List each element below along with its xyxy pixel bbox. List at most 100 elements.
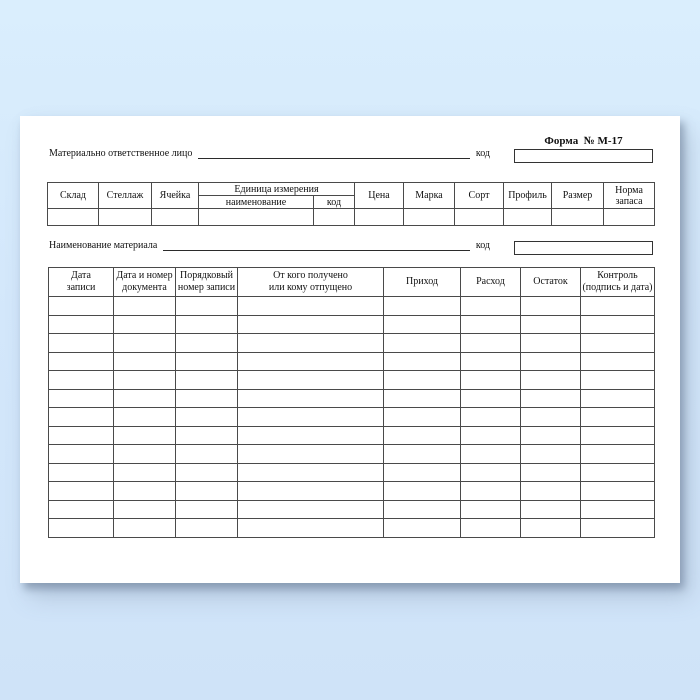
empty-cell[interactable]	[460, 333, 521, 353]
empty-cell[interactable]	[175, 481, 238, 501]
empty-cell[interactable]	[460, 425, 521, 445]
empty-cell[interactable]	[175, 444, 238, 464]
empty-cell[interactable]	[237, 518, 384, 538]
empty-cell[interactable]	[237, 462, 384, 482]
empty-cell[interactable]	[580, 462, 655, 482]
empty-cell[interactable]	[113, 296, 176, 316]
empty-cell[interactable]	[520, 314, 581, 334]
empty-cell[interactable]	[503, 208, 552, 226]
empty-cell[interactable]	[460, 462, 521, 482]
empty-cell[interactable]	[237, 481, 384, 501]
empty-cell[interactable]	[48, 425, 114, 445]
empty-cell[interactable]	[237, 499, 384, 519]
empty-cell[interactable]	[113, 518, 176, 538]
empty-cell[interactable]	[383, 296, 461, 316]
empty-cell[interactable]	[47, 208, 99, 226]
empty-cell[interactable]	[580, 370, 655, 390]
empty-cell[interactable]	[113, 388, 176, 408]
empty-cell[interactable]	[580, 333, 655, 353]
empty-cell[interactable]	[520, 351, 581, 371]
empty-cell[interactable]	[237, 296, 384, 316]
empty-cell[interactable]	[113, 499, 176, 519]
empty-cell[interactable]	[460, 499, 521, 519]
empty-cell[interactable]	[175, 296, 238, 316]
empty-cell[interactable]	[237, 314, 384, 334]
empty-cell[interactable]	[175, 370, 238, 390]
empty-cell[interactable]	[580, 444, 655, 464]
empty-cell[interactable]	[383, 351, 461, 371]
empty-cell[interactable]	[313, 208, 355, 226]
empty-cell[interactable]	[48, 462, 114, 482]
empty-cell[interactable]	[383, 407, 461, 427]
empty-cell[interactable]	[48, 407, 114, 427]
empty-cell[interactable]	[113, 407, 176, 427]
empty-cell[interactable]	[175, 518, 238, 538]
empty-cell[interactable]	[383, 314, 461, 334]
empty-cell[interactable]	[580, 407, 655, 427]
empty-cell[interactable]	[520, 499, 581, 519]
empty-cell[interactable]	[520, 333, 581, 353]
empty-cell[interactable]	[383, 499, 461, 519]
empty-cell[interactable]	[460, 481, 521, 501]
empty-cell[interactable]	[580, 388, 655, 408]
empty-cell[interactable]	[48, 370, 114, 390]
empty-cell[interactable]	[48, 499, 114, 519]
empty-cell[interactable]	[175, 462, 238, 482]
empty-cell[interactable]	[383, 333, 461, 353]
empty-cell[interactable]	[603, 208, 655, 226]
empty-cell[interactable]	[48, 481, 114, 501]
empty-cell[interactable]	[520, 425, 581, 445]
empty-cell[interactable]	[113, 425, 176, 445]
empty-cell[interactable]	[175, 314, 238, 334]
empty-cell[interactable]	[580, 351, 655, 371]
empty-cell[interactable]	[198, 208, 314, 226]
empty-cell[interactable]	[237, 425, 384, 445]
empty-cell[interactable]	[113, 314, 176, 334]
empty-cell[interactable]	[237, 388, 384, 408]
empty-cell[interactable]	[383, 388, 461, 408]
empty-cell[interactable]	[460, 314, 521, 334]
empty-cell[interactable]	[175, 499, 238, 519]
empty-cell[interactable]	[520, 462, 581, 482]
empty-cell[interactable]	[48, 296, 114, 316]
empty-cell[interactable]	[175, 388, 238, 408]
empty-cell[interactable]	[175, 425, 238, 445]
empty-cell[interactable]	[48, 314, 114, 334]
empty-cell[interactable]	[48, 444, 114, 464]
empty-cell[interactable]	[113, 370, 176, 390]
empty-cell[interactable]	[113, 462, 176, 482]
empty-cell[interactable]	[175, 351, 238, 371]
empty-cell[interactable]	[48, 351, 114, 371]
empty-cell[interactable]	[460, 388, 521, 408]
empty-cell[interactable]	[354, 208, 404, 226]
empty-cell[interactable]	[237, 351, 384, 371]
empty-cell[interactable]	[175, 333, 238, 353]
empty-cell[interactable]	[520, 370, 581, 390]
empty-cell[interactable]	[237, 407, 384, 427]
empty-cell[interactable]	[460, 296, 521, 316]
empty-cell[interactable]	[48, 333, 114, 353]
empty-cell[interactable]	[237, 444, 384, 464]
empty-cell[interactable]	[113, 481, 176, 501]
empty-cell[interactable]	[48, 388, 114, 408]
empty-cell[interactable]	[383, 481, 461, 501]
empty-cell[interactable]	[48, 518, 114, 538]
empty-cell[interactable]	[520, 481, 581, 501]
empty-cell[interactable]	[520, 407, 581, 427]
empty-cell[interactable]	[460, 518, 521, 538]
empty-cell[interactable]	[383, 425, 461, 445]
empty-cell[interactable]	[580, 314, 655, 334]
empty-cell[interactable]	[460, 444, 521, 464]
empty-cell[interactable]	[551, 208, 604, 226]
empty-cell[interactable]	[383, 370, 461, 390]
empty-cell[interactable]	[580, 518, 655, 538]
empty-cell[interactable]	[151, 208, 199, 226]
empty-cell[interactable]	[454, 208, 504, 226]
empty-cell[interactable]	[383, 444, 461, 464]
empty-cell[interactable]	[580, 296, 655, 316]
empty-cell[interactable]	[237, 370, 384, 390]
responsible-person-blank-line[interactable]	[198, 157, 470, 159]
material-name-blank-line[interactable]	[163, 249, 470, 251]
responsible-person-code-box[interactable]	[514, 149, 653, 163]
empty-cell[interactable]	[580, 499, 655, 519]
